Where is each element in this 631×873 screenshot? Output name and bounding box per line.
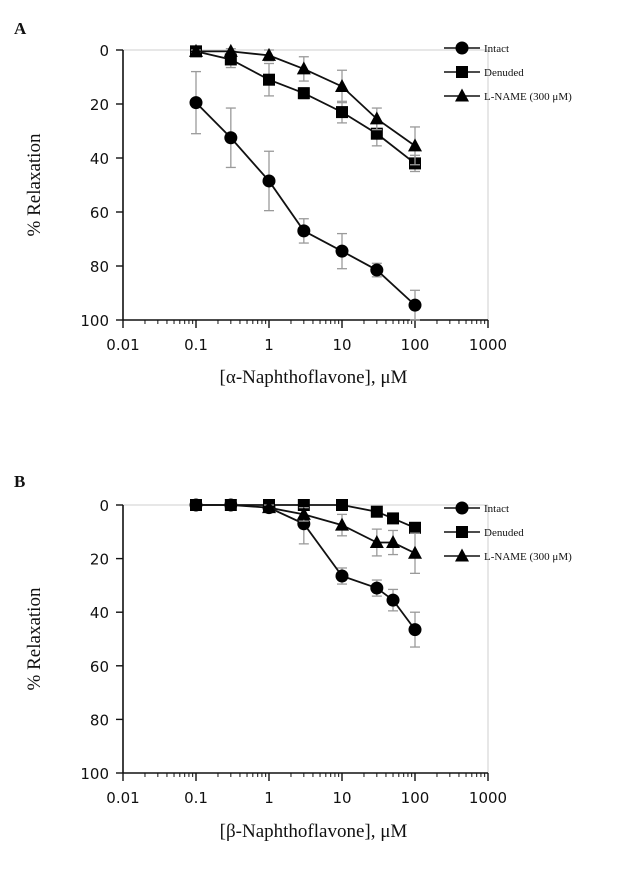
y-tick-label: 100 [80, 312, 109, 330]
data-point-triangle [223, 43, 238, 57]
data-point-circle [370, 263, 384, 277]
y-axis-title: % Relaxation [24, 587, 45, 690]
legend-marker-square [456, 526, 468, 538]
x-tick-label: 1 [264, 789, 274, 807]
y-tick-label: 40 [90, 150, 109, 168]
legend-label: Denuded [484, 67, 524, 79]
y-axis-title: % Relaxation [24, 133, 45, 236]
legend-entry: L-NAME (300 μM) [444, 548, 572, 563]
data-point-circle [297, 224, 311, 238]
panel-label: B [14, 472, 25, 491]
data-point-triangle [296, 61, 311, 75]
series-square [190, 45, 421, 173]
y-tick-label: 20 [90, 551, 109, 569]
legend-marker-triangle [455, 548, 469, 562]
data-point-triangle [369, 535, 384, 549]
y-tick-label: 0 [99, 42, 109, 60]
data-point-triangle [386, 535, 401, 549]
data-point-square [224, 499, 237, 511]
data-point-triangle [369, 111, 384, 125]
data-point-circle [335, 244, 349, 258]
data-point-square [190, 499, 202, 511]
legend-label: L-NAME (300 μM) [484, 551, 572, 563]
legend-label: Denuded [484, 527, 524, 539]
legend-entry: L-NAME (300 μM) [444, 88, 572, 103]
data-point-square [409, 521, 421, 534]
data-point-circle [408, 298, 422, 312]
y-tick-label: 40 [90, 604, 109, 622]
chart-panel-a: A 0 20 40 60 80 100 0.01 0.1 1 10 100 1000 [α-Naphtho… [14, 19, 572, 388]
data-point-triangle [262, 500, 276, 514]
legend-marker-square [456, 66, 468, 78]
data-point-square [336, 499, 348, 511]
y-tick-label: 60 [90, 204, 109, 222]
x-tick-label: 0.01 [106, 789, 139, 807]
x-tick-label: 0.1 [184, 789, 208, 807]
x-tick-label: 100 [401, 336, 430, 354]
x-tick-label: 10 [332, 336, 351, 354]
data-point-square [387, 512, 400, 525]
data-point-triangle [408, 138, 422, 152]
legend-label: Intact [484, 503, 509, 515]
x-tick-label: 10 [332, 789, 351, 807]
data-point-triangle [335, 78, 349, 92]
y-tick-label: 60 [90, 658, 109, 676]
legend-label: L-NAME (300 μM) [484, 91, 572, 103]
data-point-triangle [262, 47, 276, 61]
y-tick-label: 80 [90, 711, 109, 729]
legend-label: Intact [484, 43, 509, 55]
legend-entry: Denuded [444, 526, 524, 539]
x-axis-title: [β-Naphthoflavone], μM [220, 821, 408, 842]
x-tick-label: 0.1 [184, 336, 208, 354]
chart-panel-b: B 0 20 40 60 80 100 0.01 0.1 1 10 100 1000 [β-Naphtho… [14, 472, 572, 842]
legend-entry: Denuded [444, 66, 524, 79]
legend-marker-circle [455, 41, 469, 55]
data-point-circle [386, 593, 400, 607]
x-tick-label: 0.01 [106, 336, 139, 354]
data-point-circle [189, 96, 203, 110]
data-point-square [297, 87, 310, 100]
data-point-triangle [296, 506, 311, 520]
series-triangle [262, 500, 422, 574]
y-tick-label: 20 [90, 96, 109, 114]
data-point-circle [408, 623, 422, 637]
x-tick-label: 100 [401, 789, 430, 807]
data-point-triangle [408, 545, 422, 559]
y-tick-label: 0 [99, 497, 109, 515]
data-point-square [370, 505, 383, 518]
x-tick-label: 1000 [469, 336, 507, 354]
legend-entry: Intact [444, 41, 509, 55]
data-point-square [263, 73, 275, 86]
data-point-square [336, 106, 348, 119]
series-triangle [189, 43, 422, 166]
data-point-triangle [189, 43, 203, 57]
data-point-square [370, 127, 383, 140]
series-circle [189, 70, 422, 321]
x-axis-title: [α-Naphthoflavone], μM [220, 367, 408, 388]
data-point-circle [370, 581, 384, 595]
series-square [190, 499, 421, 534]
legend-marker-circle [455, 501, 469, 515]
y-tick-label: 80 [90, 258, 109, 276]
data-point-circle [224, 131, 238, 145]
legend-marker-triangle [455, 88, 469, 102]
y-tick-label: 100 [80, 765, 109, 783]
data-point-circle [262, 174, 276, 188]
data-point-square [224, 53, 237, 66]
x-tick-label: 1000 [469, 789, 507, 807]
data-point-circle [335, 569, 349, 583]
data-point-triangle [335, 517, 349, 531]
panel-label: A [14, 19, 27, 38]
legend-entry: Intact [444, 501, 509, 515]
x-tick-label: 1 [264, 336, 274, 354]
